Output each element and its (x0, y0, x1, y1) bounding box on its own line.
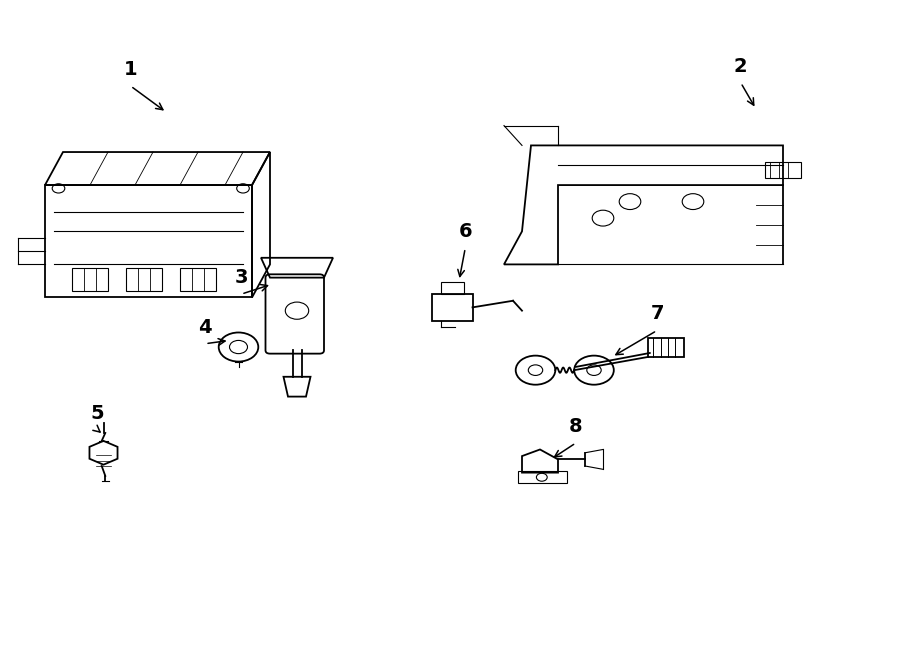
Bar (518, 471, 567, 483)
Text: 8: 8 (569, 417, 583, 436)
Text: 2: 2 (734, 57, 748, 75)
Text: 4: 4 (198, 318, 212, 336)
Bar (648, 338, 684, 357)
Text: 3: 3 (234, 268, 248, 287)
Text: 5: 5 (90, 404, 104, 422)
Text: 1: 1 (123, 60, 138, 79)
Bar (441, 282, 464, 294)
Bar (72, 268, 108, 291)
Bar (180, 268, 216, 291)
Bar (765, 162, 801, 178)
Bar (126, 268, 162, 291)
Text: 6: 6 (458, 222, 473, 241)
Text: 7: 7 (650, 305, 664, 323)
Bar (432, 294, 473, 321)
